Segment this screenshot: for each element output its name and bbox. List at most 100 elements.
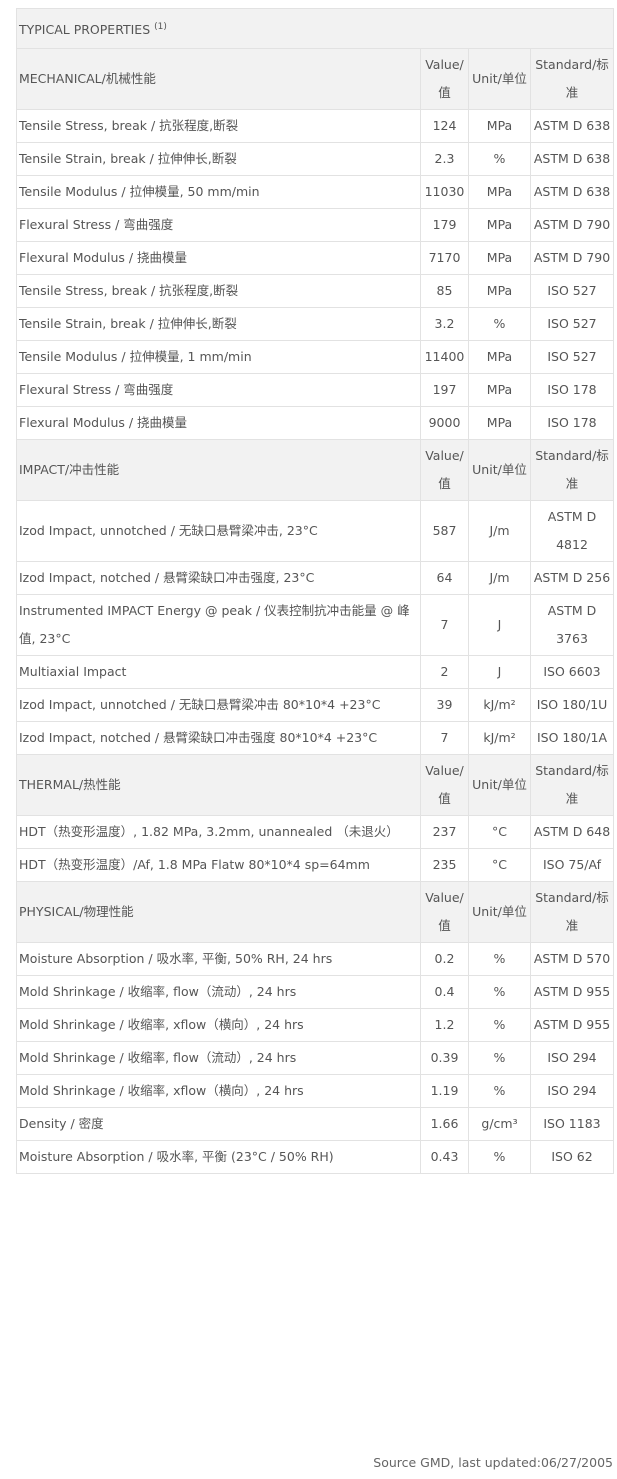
property-unit: °C	[468, 815, 531, 850]
property-unit: MPa	[468, 241, 531, 276]
table-row: Mold Shrinkage / 收缩率, xflow（横向）, 24 hrs 1…	[16, 1008, 614, 1043]
property-standard: ISO 527	[530, 307, 614, 342]
property-unit: %	[468, 942, 531, 977]
property-standard: ISO 180/1A	[530, 721, 614, 756]
table-row: Moisture Absorption / 吸水率, 平衡 (23°C / 50…	[16, 1140, 614, 1175]
property-name: Multiaxial Impact	[16, 655, 421, 690]
property-standard: ISO 294	[530, 1074, 614, 1109]
property-name: HDT（热变形温度）, 1.82 MPa, 3.2mm, unannealed …	[16, 815, 421, 850]
section-name: MECHANICAL/机械性能	[16, 48, 421, 111]
property-name: Moisture Absorption / 吸水率, 平衡, 50% RH, 2…	[16, 942, 421, 977]
column-header-standard: Standard/标准	[530, 439, 614, 502]
table-row: Izod Impact, notched / 悬臂梁缺口冲击强度, 23°C 64…	[16, 561, 614, 596]
property-name: HDT（热变形温度）/Af, 1.8 MPa Flatw 80*10*4 sp=…	[16, 848, 421, 883]
property-value: 9000	[420, 406, 469, 441]
table-row: Tensile Stress, break / 抗张程度,断裂 124 MPa AST…	[16, 109, 614, 144]
section-header-row: PHYSICAL/物理性能 Value/值 Unit/单位 Standard/标准	[16, 881, 614, 944]
section-name: THERMAL/热性能	[16, 754, 421, 817]
property-value: 7	[420, 721, 469, 756]
column-header-unit: Unit/单位	[468, 881, 531, 944]
property-name: Tensile Modulus / 拉伸模量, 50 mm/min	[16, 175, 421, 210]
property-unit: %	[468, 1074, 531, 1109]
table-row: Flexural Modulus / 挠曲模量 7170 MPa ASTM D 790	[16, 241, 614, 276]
property-name: Mold Shrinkage / 收缩率, xflow（横向）, 24 hrs	[16, 1008, 421, 1043]
table-row: Tensile Strain, break / 拉伸伸长,断裂 3.2% ISO 5…	[16, 307, 614, 342]
table-row: Mold Shrinkage / 收缩率, flow（流动）, 24 hrs 0.…	[16, 1041, 614, 1076]
property-unit: J	[468, 655, 531, 690]
property-name: Tensile Modulus / 拉伸模量, 1 mm/min	[16, 340, 421, 375]
property-name: Flexural Modulus / 挠曲模量	[16, 241, 421, 276]
property-name: Moisture Absorption / 吸水率, 平衡 (23°C / 50…	[16, 1140, 421, 1175]
property-name: Tensile Stress, break / 抗张程度,断裂	[16, 109, 421, 144]
table-row: Izod Impact, unnotched / 无缺口悬臂梁冲击, 23°C 5…	[16, 500, 614, 563]
property-name: Mold Shrinkage / 收缩率, flow（流动）, 24 hrs	[16, 975, 421, 1010]
property-unit: %	[468, 1041, 531, 1076]
table-row: Flexural Stress / 弯曲强度 197 MPa ISO 178	[16, 373, 614, 408]
property-name: Flexural Stress / 弯曲强度	[16, 373, 421, 408]
table-row: Flexural Stress / 弯曲强度 179 MPa ASTM D 790	[16, 208, 614, 243]
property-unit: kJ/m²	[468, 721, 531, 756]
property-standard: ASTM D 790	[530, 241, 614, 276]
property-standard: ISO 294	[530, 1041, 614, 1076]
property-value: 85	[420, 274, 469, 309]
section-name: PHYSICAL/物理性能	[16, 881, 421, 944]
table-row: Tensile Stress, break / 抗张程度,断裂 85 MPa ISO …	[16, 274, 614, 309]
property-standard: ASTM D 3763	[530, 594, 614, 657]
property-name: Density / 密度	[16, 1107, 421, 1142]
table-row: Izod Impact, notched / 悬臂梁缺口冲击强度 80*10*4…	[16, 721, 614, 756]
property-value: 235	[420, 848, 469, 883]
column-header-unit: Unit/单位	[468, 48, 531, 111]
section-header-row: MECHANICAL/机械性能 Value/值 Unit/单位 Standard/标准	[16, 48, 614, 111]
properties-table-container: TYPICAL PROPERTIES (1) MECHANICAL/机械性能 Va…	[16, 7, 614, 1175]
property-standard: ASTM D 638	[530, 142, 614, 177]
property-value: 1.2	[420, 1008, 469, 1043]
property-value: 237	[420, 815, 469, 850]
property-name: Izod Impact, unnotched / 无缺口悬臂梁冲击 80*10*…	[16, 688, 421, 723]
property-unit: J	[468, 594, 531, 657]
property-standard: ASTM D 790	[530, 208, 614, 243]
property-unit: kJ/m²	[468, 688, 531, 723]
column-header-standard: Standard/标准	[530, 754, 614, 817]
table-title-row: TYPICAL PROPERTIES (1)	[16, 7, 614, 50]
property-name: Flexural Stress / 弯曲强度	[16, 208, 421, 243]
property-unit: °C	[468, 848, 531, 883]
table-row: Moisture Absorption / 吸水率, 平衡, 50% RH, 2…	[16, 942, 614, 977]
property-standard: ISO 527	[530, 274, 614, 309]
section-name: IMPACT/冲击性能	[16, 439, 421, 502]
property-unit: %	[468, 975, 531, 1010]
property-value: 7	[420, 594, 469, 657]
property-name: Izod Impact, notched / 悬臂梁缺口冲击强度, 23°C	[16, 561, 421, 596]
property-unit: J/m	[468, 500, 531, 563]
property-standard: ISO 6603	[530, 655, 614, 690]
table-row: Mold Shrinkage / 收缩率, flow（流动）, 24 hrs 0.…	[16, 975, 614, 1010]
table-row: Multiaxial Impact 2 J ISO 6603	[16, 655, 614, 690]
table-title: TYPICAL PROPERTIES (1)	[16, 7, 614, 50]
property-standard: ASTM D 648	[530, 815, 614, 850]
property-value: 0.2	[420, 942, 469, 977]
table-row: Mold Shrinkage / 收缩率, xflow（横向）, 24 hrs 1…	[16, 1074, 614, 1109]
property-value: 2.3	[420, 142, 469, 177]
column-header-value: Value/值	[420, 48, 469, 111]
property-value: 179	[420, 208, 469, 243]
column-header-standard: Standard/标准	[530, 48, 614, 111]
property-standard: ISO 178	[530, 406, 614, 441]
property-unit: MPa	[468, 175, 531, 210]
property-standard: ASTM D 256	[530, 561, 614, 596]
section-header-row: IMPACT/冲击性能 Value/值 Unit/单位 Standard/标准	[16, 439, 614, 502]
property-value: 0.39	[420, 1041, 469, 1076]
property-value: 587	[420, 500, 469, 563]
property-value: 124	[420, 109, 469, 144]
table-row: Instrumented IMPACT Energy @ peak / 仪表控制…	[16, 594, 614, 657]
property-value: 1.66	[420, 1107, 469, 1142]
property-standard: ASTM D 4812	[530, 500, 614, 563]
property-standard: ISO 1183	[530, 1107, 614, 1142]
column-header-unit: Unit/单位	[468, 754, 531, 817]
section-header-row: THERMAL/热性能 Value/值 Unit/单位 Standard/标准	[16, 754, 614, 817]
title-text: TYPICAL PROPERTIES	[19, 22, 151, 38]
property-standard: ISO 178	[530, 373, 614, 408]
property-standard: ASTM D 638	[530, 175, 614, 210]
property-unit: %	[468, 1140, 531, 1175]
property-value: 197	[420, 373, 469, 408]
property-value: 11030	[420, 175, 469, 210]
property-name: Tensile Stress, break / 抗张程度,断裂	[16, 274, 421, 309]
